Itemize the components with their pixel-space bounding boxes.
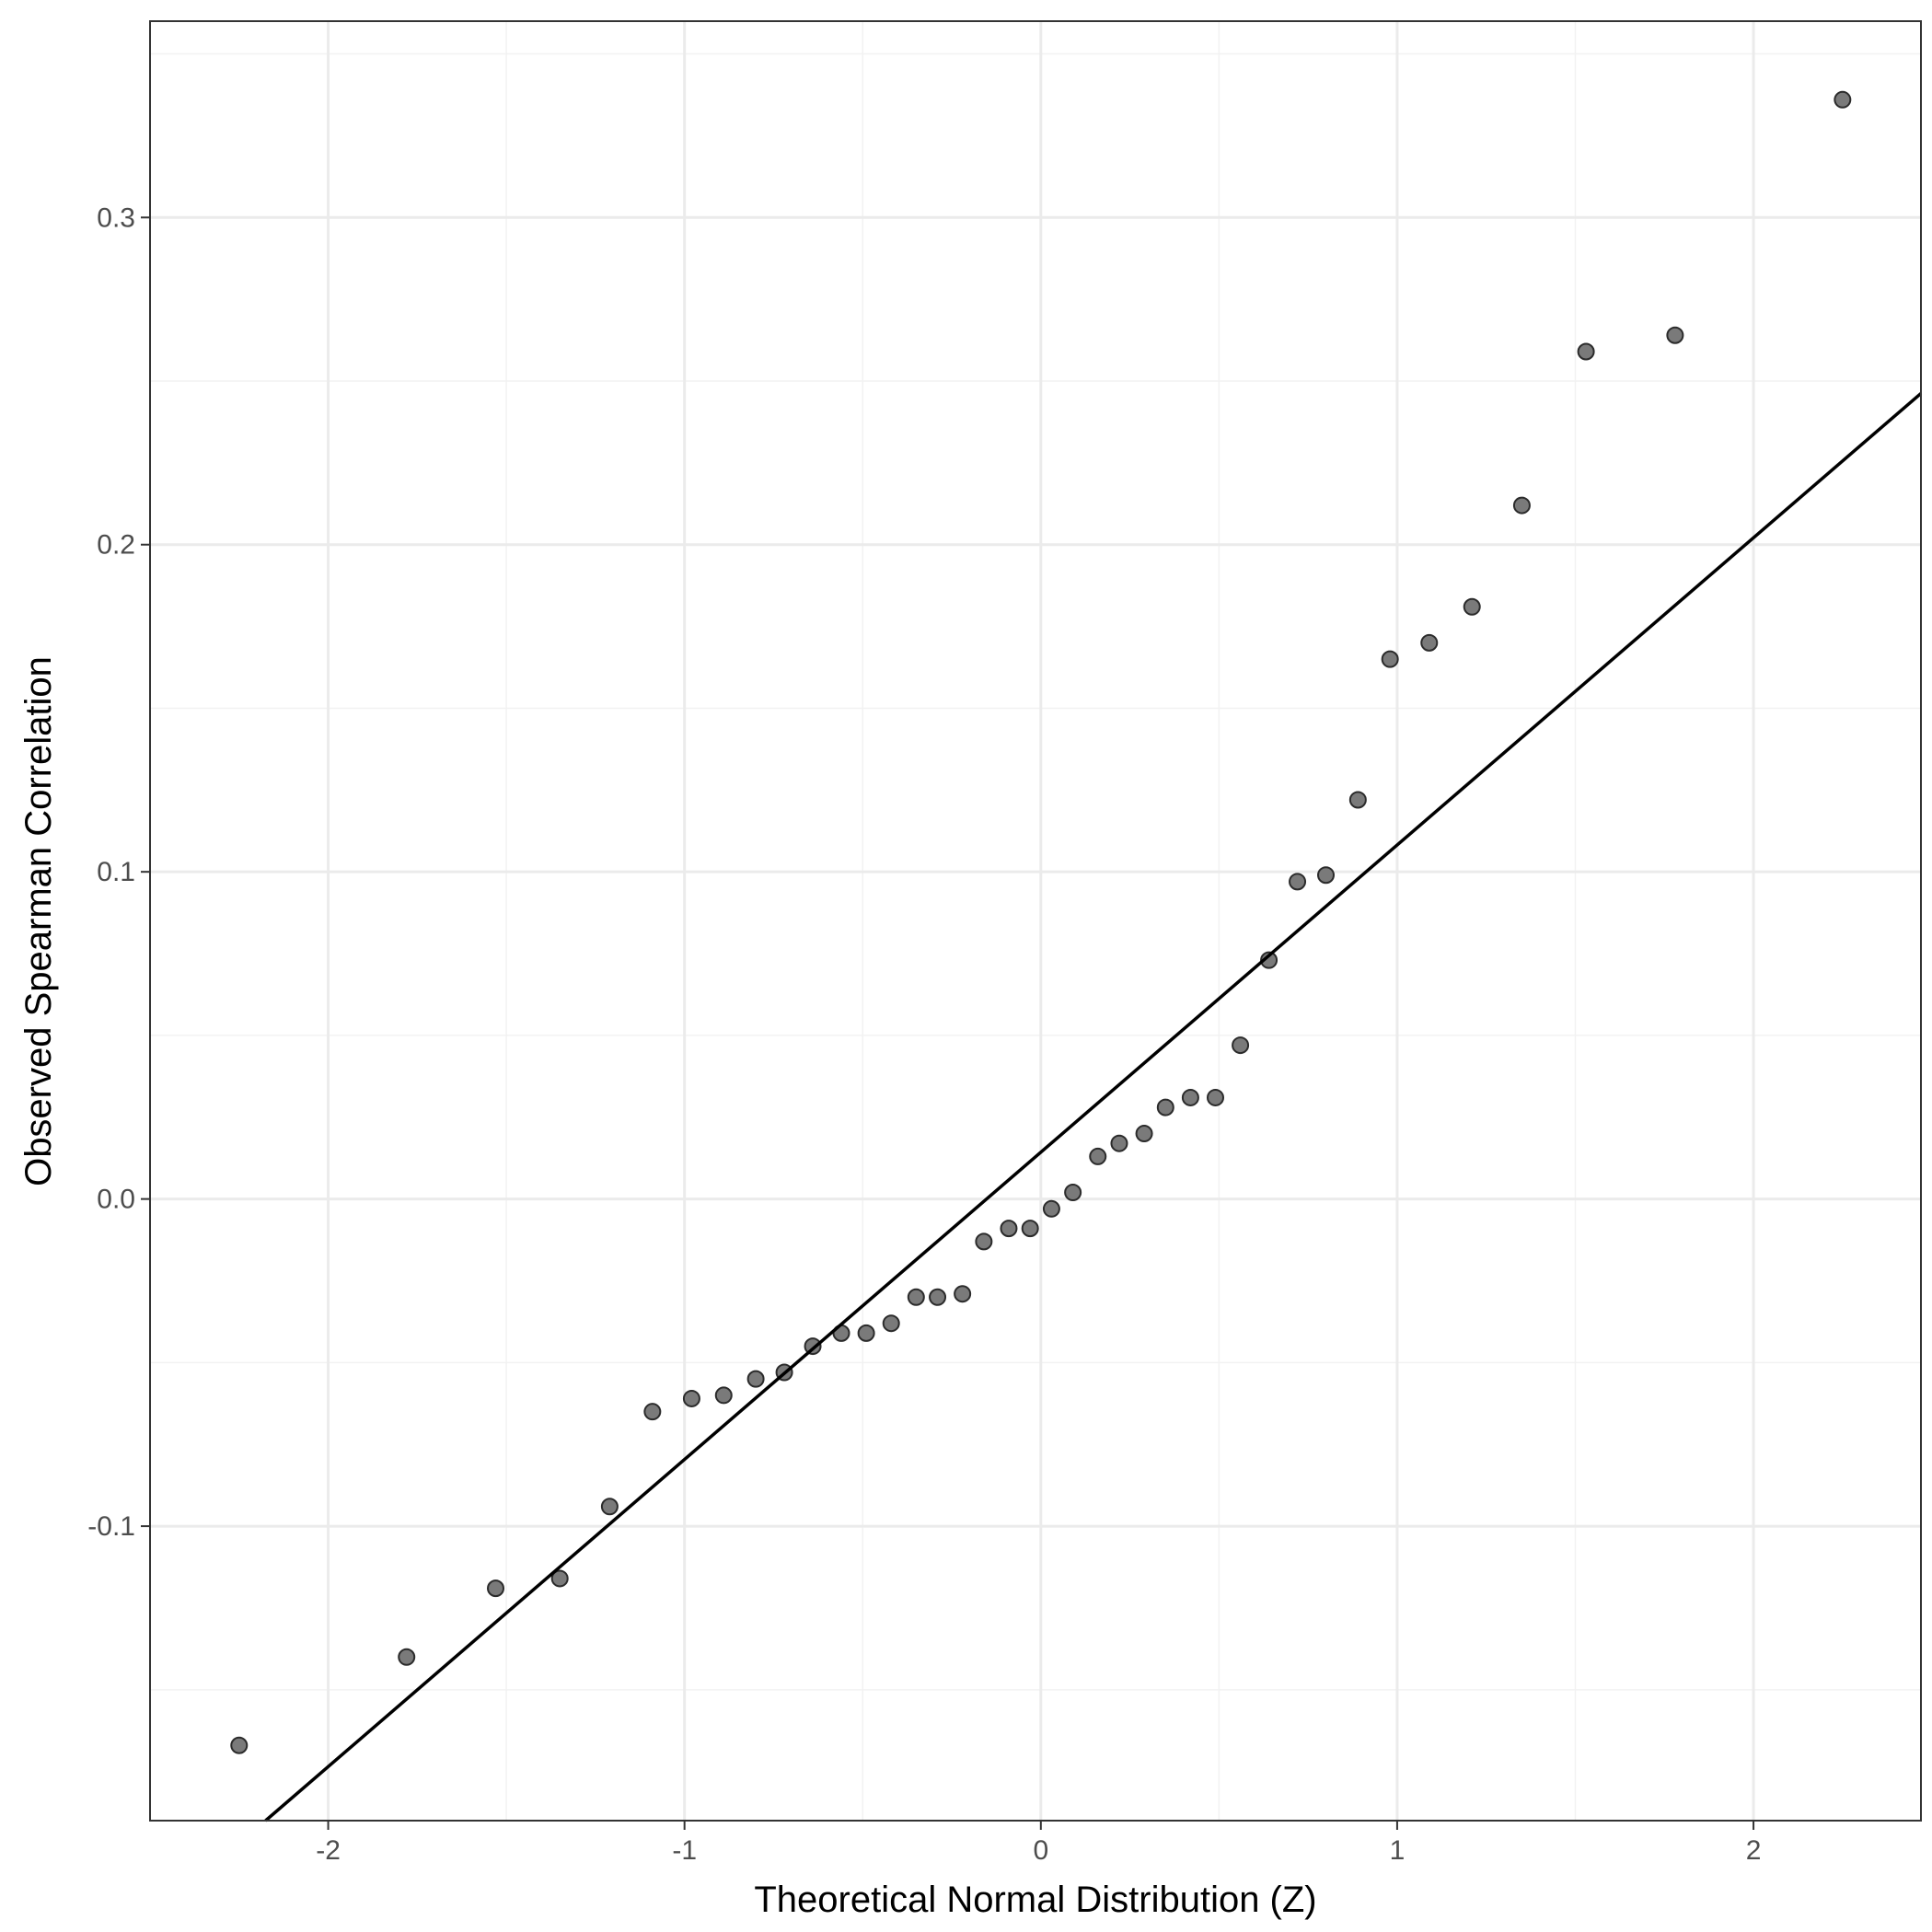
reference-line	[264, 392, 1923, 1822]
x-axis-title: Theoretical Normal Distribution (Z)	[754, 1880, 1316, 1920]
data-point	[1512, 496, 1531, 515]
data-point	[1156, 1098, 1174, 1116]
data-point	[550, 1569, 569, 1588]
data-point	[929, 1288, 947, 1306]
data-point	[954, 1285, 972, 1303]
data-point	[1000, 1220, 1018, 1238]
data-point	[975, 1232, 993, 1251]
plot-panel-background	[150, 21, 1921, 1821]
data-point	[1042, 1199, 1060, 1218]
data-point	[1666, 326, 1684, 344]
data-point	[1348, 791, 1367, 809]
plot-panel-border	[149, 20, 1922, 1822]
y-tick-label: -0.1	[87, 1511, 135, 1542]
y-tick-label: 0.0	[97, 1185, 135, 1215]
x-tick-label: -2	[316, 1835, 341, 1866]
y-tick-label: 0.2	[97, 530, 135, 561]
data-point	[714, 1386, 733, 1405]
data-point	[1110, 1134, 1128, 1152]
data-point	[1206, 1088, 1224, 1106]
y-tick-label: 0.3	[97, 202, 135, 233]
x-tick-label: -1	[672, 1835, 697, 1866]
data-point	[1064, 1184, 1082, 1202]
data-point	[1317, 866, 1336, 885]
data-point	[746, 1370, 765, 1388]
data-point	[1232, 1036, 1250, 1055]
data-point	[1089, 1147, 1107, 1165]
major-gridlines	[150, 21, 1921, 1821]
y-axis-title: Observed Spearman Correlation	[18, 656, 59, 1186]
data-point	[230, 1736, 249, 1754]
data-point	[882, 1314, 900, 1333]
x-tick-label: 1	[1390, 1835, 1406, 1866]
data-point	[682, 1389, 700, 1407]
minor-gridlines	[149, 21, 1921, 1821]
data-point	[487, 1579, 505, 1598]
data-point	[1021, 1220, 1039, 1238]
data-point	[1289, 873, 1307, 891]
y-tick-label: 0.1	[97, 857, 135, 887]
data-point	[857, 1324, 875, 1342]
data-point	[907, 1288, 925, 1306]
data-point	[1420, 633, 1439, 652]
data-point	[643, 1403, 662, 1421]
data-point	[1463, 597, 1481, 616]
data-point	[600, 1498, 619, 1516]
x-tick-label: 0	[1033, 1835, 1048, 1866]
x-tick-label: 2	[1746, 1835, 1762, 1866]
data-point	[1577, 342, 1595, 361]
y-axis-ticks: -0.1 0.0 0.1 0.2 0.3	[87, 202, 150, 1542]
data-points	[230, 90, 1852, 1754]
data-point	[1260, 951, 1278, 969]
data-point	[398, 1648, 416, 1666]
x-axis-ticks: -2 -1 0 1 2	[316, 1821, 1761, 1866]
data-point	[1135, 1125, 1153, 1143]
data-point	[1381, 650, 1399, 668]
data-point	[1181, 1088, 1199, 1106]
data-point	[1834, 90, 1852, 109]
